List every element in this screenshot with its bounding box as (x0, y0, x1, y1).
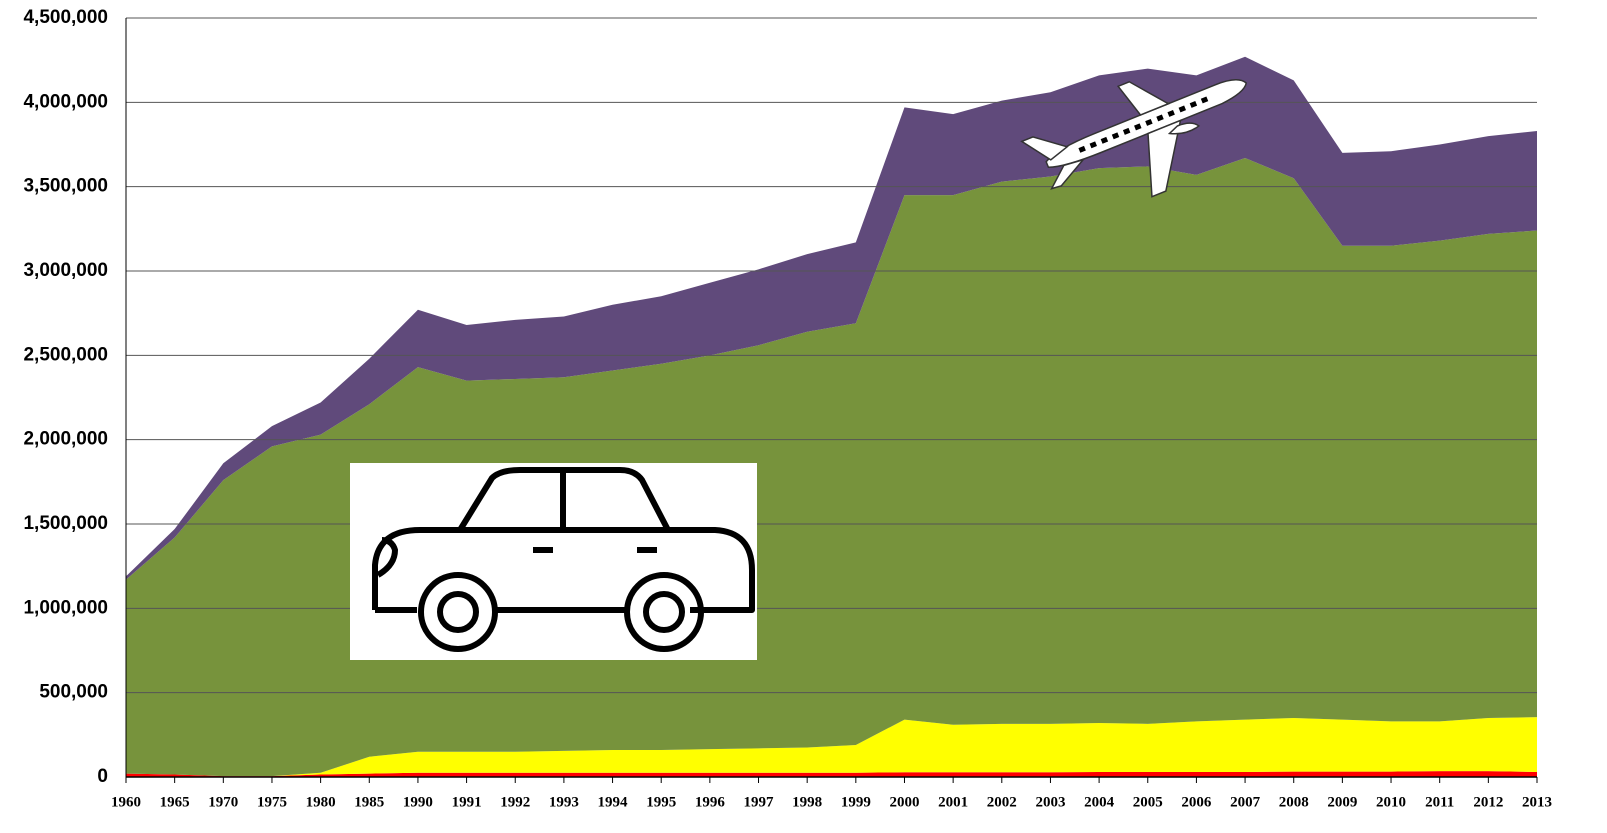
area (126, 717, 1537, 777)
x-tick-label: 1996 (695, 794, 726, 810)
x-tick-label: 2004 (1084, 794, 1115, 810)
x-tick-label: 2005 (1133, 794, 1163, 810)
x-tick-label: 1985 (354, 794, 384, 810)
x-tick-label: 2000 (889, 794, 919, 810)
car-icon (372, 467, 755, 652)
x-tick-label: 2011 (1425, 794, 1454, 810)
area (126, 56, 1537, 580)
x-tick-label: 2006 (1181, 794, 1212, 810)
x-tick-label: 1965 (160, 794, 190, 810)
y-tick-label: 3,000,000 (23, 260, 108, 281)
y-tick-label: 2,000,000 (23, 429, 108, 450)
x-tick-label: 1994 (598, 794, 629, 810)
areas (126, 56, 1537, 777)
x-tick-label: 1992 (500, 794, 530, 810)
x-tick-label: 1960 (111, 794, 141, 810)
y-tick-label: 2,500,000 (23, 344, 108, 365)
x-tick-label: 2010 (1376, 794, 1406, 810)
x-tick-label: 2003 (1035, 794, 1065, 810)
x-tick-label: 1980 (306, 794, 336, 810)
y-tick-label: 0 (97, 766, 108, 787)
y-tick-label: 4,500,000 (23, 7, 108, 28)
y-tick-label: 1,500,000 (23, 513, 108, 534)
x-tick-label: 1998 (792, 794, 822, 810)
x-tick-label: 1991 (452, 794, 482, 810)
plane-icon (1020, 79, 1248, 198)
x-tick-label: 1970 (208, 794, 238, 810)
y-tick-label: 1,000,000 (23, 597, 108, 618)
x-tick-label: 1995 (646, 794, 676, 810)
y-tick-label: 3,500,000 (23, 176, 108, 197)
x-tick-label: 1993 (549, 794, 579, 810)
y-tick-label: 500,000 (39, 682, 108, 703)
x-tick-label: 2001 (938, 794, 968, 810)
x-tick-label: 1999 (841, 794, 871, 810)
car-box (350, 463, 757, 660)
area (126, 771, 1537, 777)
x-tick-label: 2002 (987, 794, 1017, 810)
x-tick-label: 1975 (257, 794, 287, 810)
x-tick-label: 1990 (403, 794, 433, 810)
x-tick-label: 1997 (744, 794, 775, 810)
x-tick-label: 2008 (1279, 794, 1309, 810)
x-tick-label: 2012 (1473, 794, 1503, 810)
y-tick-label: 4,000,000 (23, 91, 108, 112)
icons (350, 79, 1248, 660)
x-tick-label: 2013 (1522, 794, 1552, 810)
x-tick-label: 2007 (1230, 794, 1261, 810)
x-tick-label: 2009 (1327, 794, 1357, 810)
